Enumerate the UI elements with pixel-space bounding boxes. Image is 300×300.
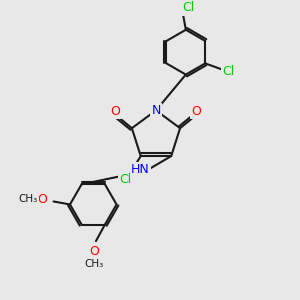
Text: Cl: Cl [182,2,194,14]
Text: O: O [37,193,47,206]
Text: CH₃: CH₃ [19,194,38,204]
Text: O: O [110,105,120,118]
Text: N: N [151,104,161,117]
Text: Cl: Cl [222,65,234,78]
Text: Cl: Cl [119,173,131,187]
Text: HN: HN [131,163,150,176]
Text: O: O [89,245,99,258]
Text: CH₃: CH₃ [85,259,104,269]
Text: O: O [192,105,201,118]
